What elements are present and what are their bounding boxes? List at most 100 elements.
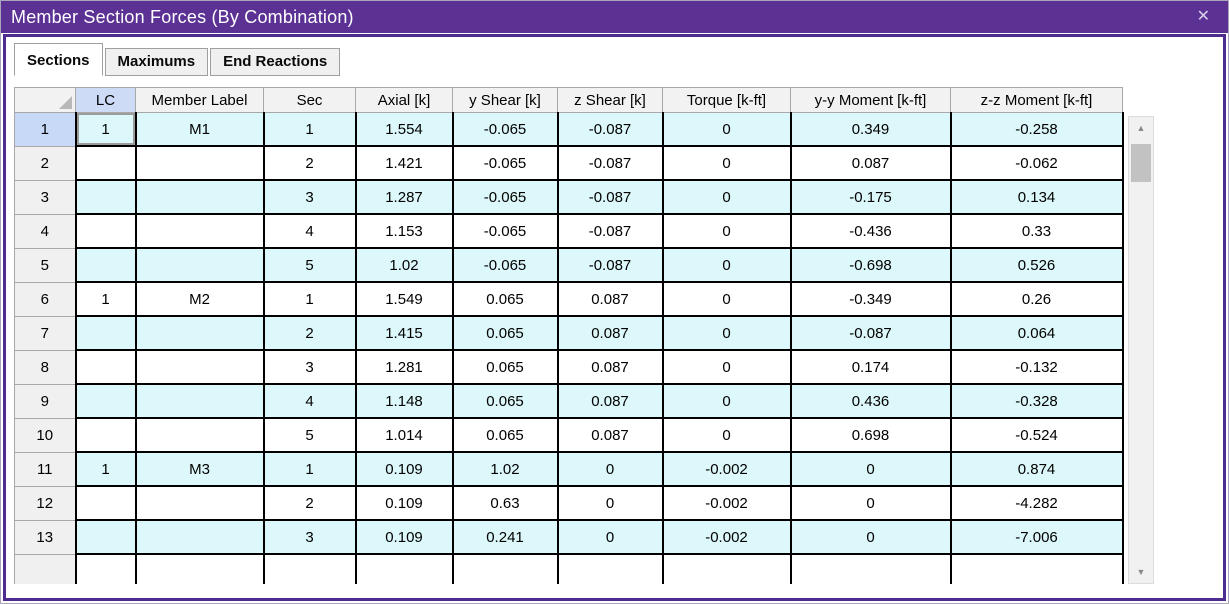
grid-cell[interactable]: 0 — [556, 519, 664, 555]
grid-cell[interactable] — [134, 417, 265, 453]
grid-cell[interactable]: 1.014 — [354, 417, 454, 453]
grid-cell[interactable]: 1 — [74, 451, 137, 487]
grid-cell[interactable]: -0.065 — [451, 145, 559, 181]
grid-cell[interactable]: 0 — [789, 485, 952, 521]
grid-cell[interactable]: 3 — [262, 349, 357, 385]
grid-cell[interactable]: 1 — [262, 281, 357, 317]
grid-cell[interactable]: 1 — [74, 112, 137, 147]
grid-cell[interactable] — [74, 485, 137, 521]
grid-cell[interactable]: 1.287 — [354, 179, 454, 215]
grid-cell[interactable]: 0.065 — [451, 281, 559, 317]
grid-cell[interactable]: 0 — [556, 451, 664, 487]
tab-maximums[interactable]: Maximums — [104, 48, 209, 76]
tab-sections[interactable]: Sections — [14, 43, 103, 76]
grid-cell[interactable]: 2 — [262, 145, 357, 181]
grid-cell[interactable]: 0.33 — [949, 213, 1124, 249]
grid-cell[interactable]: 1 — [262, 112, 357, 147]
grid-cell[interactable] — [134, 145, 265, 181]
grid-cell[interactable] — [74, 247, 137, 283]
row-number[interactable]: 10 — [14, 417, 76, 453]
grid-cell[interactable]: 0.63 — [451, 485, 559, 521]
grid-cell[interactable]: 0 — [661, 383, 792, 419]
row-number[interactable]: 9 — [14, 383, 76, 419]
grid-cell[interactable]: 0 — [661, 417, 792, 453]
grid-cell[interactable]: 0.109 — [354, 519, 454, 555]
grid-cell[interactable]: 0.087 — [789, 145, 952, 181]
grid-cell[interactable]: 0 — [556, 485, 664, 521]
grid-cell[interactable]: M3 — [134, 451, 265, 487]
grid-cell[interactable]: 0.065 — [451, 349, 559, 385]
row-number[interactable]: 4 — [14, 213, 76, 249]
grid-cell[interactable]: 0.526 — [949, 247, 1124, 283]
grid-cell[interactable]: 0.087 — [556, 383, 664, 419]
grid-cell[interactable]: 1.421 — [354, 145, 454, 181]
row-number[interactable]: 5 — [14, 247, 76, 283]
grid-cell[interactable]: 0.174 — [789, 349, 952, 385]
tab-end-reactions[interactable]: End Reactions — [210, 48, 341, 76]
row-number[interactable]: 12 — [14, 485, 76, 521]
grid-cell[interactable]: -0.349 — [789, 281, 952, 317]
grid-cell[interactable]: -0.002 — [661, 519, 792, 555]
column-header-z-shear-k[interactable]: z Shear [k] — [557, 87, 663, 113]
grid-cell[interactable]: -0.087 — [556, 213, 664, 249]
grid-cell[interactable]: 0 — [661, 145, 792, 181]
grid-cell[interactable]: -0.328 — [949, 383, 1124, 419]
grid-cell[interactable]: -0.002 — [661, 451, 792, 487]
grid-cell[interactable]: 0.109 — [354, 485, 454, 521]
grid-cell[interactable] — [74, 179, 137, 215]
grid-cell[interactable]: 4 — [262, 383, 357, 419]
column-header-lc[interactable]: LC — [75, 87, 136, 113]
close-icon[interactable]: ✕ — [1196, 8, 1210, 25]
grid-cell[interactable]: 1.02 — [354, 247, 454, 283]
row-number[interactable]: 7 — [14, 315, 76, 351]
grid-cell[interactable]: -0.087 — [556, 145, 664, 181]
grid-cell[interactable]: 0 — [789, 451, 952, 487]
grid-cell[interactable]: 5 — [262, 417, 357, 453]
row-number[interactable]: 6 — [14, 281, 76, 317]
grid-cell[interactable]: 0 — [661, 213, 792, 249]
column-header-torque-k-ft[interactable]: Torque [k-ft] — [662, 87, 791, 113]
grid-cell[interactable]: -0.087 — [556, 247, 664, 283]
grid-cell[interactable]: 0.874 — [949, 451, 1124, 487]
row-number[interactable]: 8 — [14, 349, 76, 385]
grid-cell[interactable]: -0.698 — [789, 247, 952, 283]
grid-cell[interactable]: -0.062 — [949, 145, 1124, 181]
grid-cell[interactable]: 1.554 — [354, 112, 454, 147]
column-header-z-z-moment-k-ft[interactable]: z-z Moment [k-ft] — [950, 87, 1123, 113]
grid-cell[interactable] — [134, 383, 265, 419]
grid-cell[interactable]: -0.087 — [556, 112, 664, 147]
row-number[interactable]: 11 — [14, 451, 76, 487]
grid-cell[interactable] — [134, 179, 265, 215]
grid-cell[interactable]: 0 — [661, 112, 792, 147]
row-number[interactable]: 3 — [14, 179, 76, 215]
column-header-sec[interactable]: Sec — [263, 87, 356, 113]
grid-cell[interactable]: 2 — [262, 485, 357, 521]
grid-cell[interactable] — [134, 485, 265, 521]
grid-cell[interactable]: 0.087 — [556, 417, 664, 453]
grid-cell[interactable]: 0.065 — [451, 315, 559, 351]
grid-cell[interactable]: 4 — [262, 213, 357, 249]
grid-cell[interactable]: 0 — [661, 349, 792, 385]
grid-cell[interactable]: 0.698 — [789, 417, 952, 453]
grid-cell[interactable]: 0 — [661, 179, 792, 215]
grid-cell[interactable]: 2 — [262, 315, 357, 351]
grid-cell[interactable]: 3 — [262, 179, 357, 215]
grid-cell[interactable]: 0.087 — [556, 281, 664, 317]
grid-cell[interactable]: -4.282 — [949, 485, 1124, 521]
scroll-down-icon[interactable]: ▼ — [1136, 567, 1146, 577]
grid-cell[interactable] — [134, 315, 265, 351]
grid-cell[interactable] — [74, 349, 137, 385]
grid-cell[interactable] — [74, 519, 137, 555]
select-all-corner[interactable] — [14, 87, 76, 113]
grid-cell[interactable]: 1 — [262, 451, 357, 487]
grid-cell[interactable]: 0.065 — [451, 417, 559, 453]
grid-cell[interactable]: -0.002 — [661, 485, 792, 521]
grid-cell[interactable]: 1.02 — [451, 451, 559, 487]
grid-cell[interactable]: -0.258 — [949, 112, 1124, 147]
grid-cell[interactable]: 1.415 — [354, 315, 454, 351]
grid-cell[interactable]: 0.26 — [949, 281, 1124, 317]
grid-cell[interactable]: 1 — [74, 281, 137, 317]
grid-cell[interactable] — [134, 247, 265, 283]
grid-cell[interactable] — [74, 145, 137, 181]
grid-cell[interactable]: 3 — [262, 519, 357, 555]
